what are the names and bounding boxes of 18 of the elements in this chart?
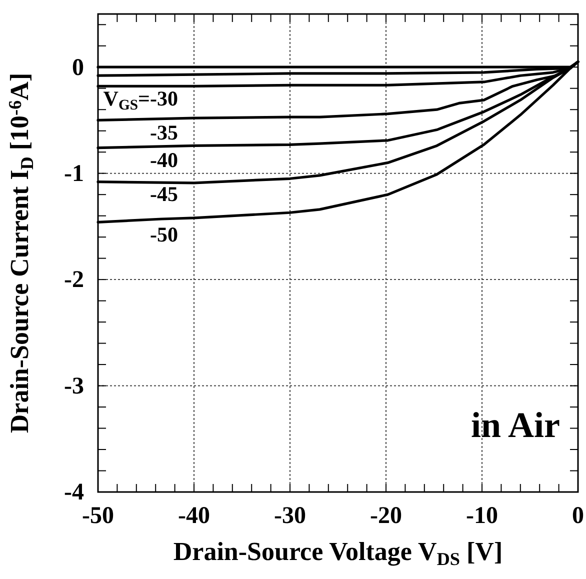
- x-tick-label: -40: [178, 503, 210, 530]
- series-label: V$_{GS}$=-30: [103, 86, 178, 114]
- y-tick-label: -3: [64, 373, 84, 400]
- y-tick-label: 0: [72, 54, 84, 81]
- x-tick-label: -10: [466, 503, 498, 530]
- y-tick-label: -1: [64, 161, 84, 188]
- x-tick-label: -30: [274, 503, 306, 530]
- x-tick-label: -20: [370, 503, 402, 530]
- series-label: -45: [150, 182, 178, 206]
- y-tick-label: -4: [64, 480, 84, 506]
- x-axis-title: Drain-Source Voltage V$_{DS}$ [V]: [173, 537, 503, 568]
- x-tick-label: 0: [572, 503, 584, 530]
- y-tick-label: -2: [64, 267, 84, 294]
- series-label: -40: [150, 148, 178, 172]
- annotation: in Air: [470, 405, 560, 445]
- x-tick-label: -50: [82, 503, 114, 530]
- series-label: -35: [150, 120, 178, 145]
- series-label: -50: [150, 222, 178, 247]
